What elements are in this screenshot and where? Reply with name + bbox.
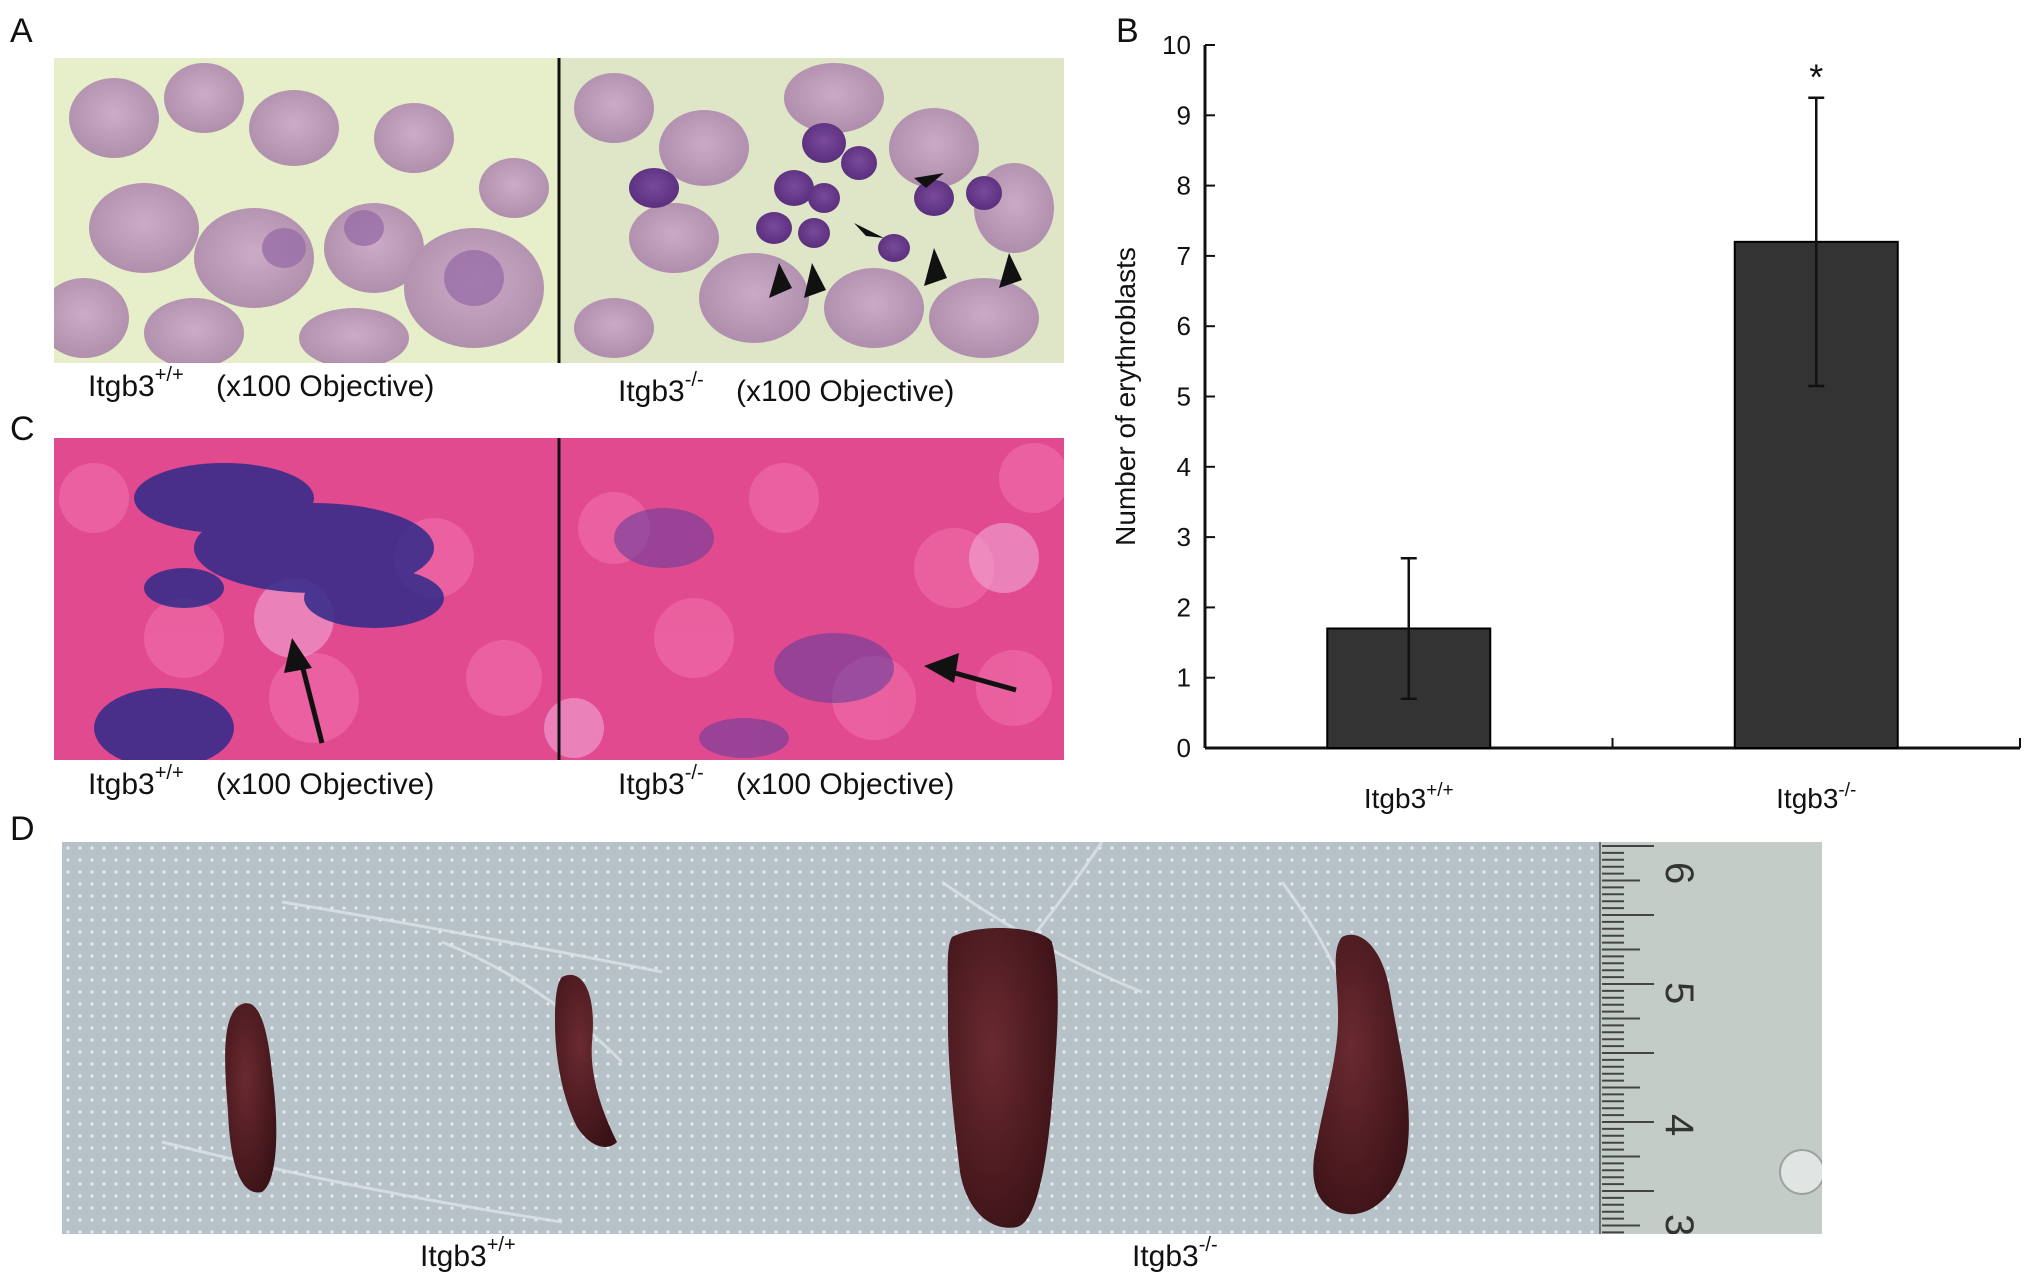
spleen-1 [225, 1003, 277, 1193]
cells-right [574, 63, 1054, 358]
y-tick-label: 8 [1177, 171, 1191, 201]
y-tick-label: 7 [1177, 241, 1191, 271]
arrowhead-icons [769, 173, 1022, 298]
genotype-label: Itgb3 [618, 768, 685, 801]
y-tick-label: 0 [1177, 733, 1191, 763]
magnification-label: (x100 Objective) [216, 370, 435, 403]
genotype-superscript: +/+ [154, 762, 184, 784]
caption-d-right: Itgb3-/- [1132, 1235, 1218, 1274]
y-tick-label: 1 [1177, 663, 1191, 693]
y-tick-label: 10 [1162, 30, 1191, 60]
significance-marker: * [1809, 57, 1823, 98]
mat-background [62, 842, 1822, 1234]
y-tick-label: 4 [1177, 452, 1191, 482]
y-tick-label: 6 [1177, 311, 1191, 341]
y-axis-title: Number of erythroblasts [1110, 247, 1141, 546]
magnification-label: (x100 Objective) [735, 375, 955, 408]
iron-deposits-left [94, 463, 444, 760]
x-tick-label: Itgb3-/- [1776, 780, 1856, 814]
ruler [1599, 842, 1822, 1234]
ruler-labels: 6 5 4 3 [1657, 862, 1701, 1234]
ruler-label-6: 6 [1657, 862, 1701, 884]
y-tick-label: 2 [1177, 592, 1191, 622]
magnification-label: (x100 Objective) [735, 768, 955, 801]
panel-letter-a: A [10, 12, 33, 50]
panel-letter-d: D [10, 810, 35, 848]
caption-c-right: Itgb3-/- (x100 Objective) [618, 763, 955, 802]
genotype-superscript: +/+ [486, 1234, 516, 1256]
panel-letter-c: C [10, 410, 35, 448]
spleen-3 [947, 927, 1058, 1228]
y-tick-label: 5 [1177, 382, 1191, 412]
error-bar [1808, 96, 1825, 388]
genotype-label: Itgb3 [618, 375, 685, 408]
cells-left [54, 63, 549, 363]
spleen-4 [1313, 934, 1409, 1215]
iron-deposits-right [614, 508, 894, 758]
spleen-photo: 6 5 4 3 [62, 842, 1822, 1234]
micrograph-a [54, 58, 1064, 363]
arrow-icons [284, 638, 1017, 744]
genotype-superscript: -/- [1198, 1234, 1218, 1256]
genotype-label: Itgb3 [88, 370, 155, 403]
caption-d-left: Itgb3+/+ [420, 1235, 516, 1274]
ruler-label-4: 4 [1657, 1114, 1701, 1136]
ruler-label-3: 3 [1657, 1214, 1701, 1234]
erythroblast-nuclei-right [629, 123, 1002, 262]
genotype-superscript: -/- [684, 369, 704, 391]
nuclei-left [262, 210, 504, 306]
error-bar [1400, 556, 1417, 701]
spleen-2 [555, 974, 617, 1147]
genotype-label: Itgb3 [420, 1240, 487, 1273]
panel-letter-b: B [1116, 12, 1139, 50]
genotype-superscript: -/- [684, 762, 704, 784]
caption-a-left: Itgb3+/+ (x100 Objective) [88, 365, 435, 404]
erythroblast-bar-chart: 0 1 2 3 4 5 6 7 8 9 10 Itgb3+/+ * Itgb3-/- Number of e… [1110, 30, 2021, 814]
ruler-label-5: 5 [1657, 982, 1701, 1004]
caption-a-right: Itgb3-/- (x100 Objective) [618, 370, 955, 409]
x-tick-label: Itgb3+/+ [1364, 780, 1454, 814]
magnification-label: (x100 Objective) [216, 768, 435, 801]
genotype-superscript: +/+ [154, 364, 184, 386]
caption-c-left: Itgb3+/+ (x100 Objective) [88, 763, 435, 802]
genotype-label: Itgb3 [1132, 1240, 1199, 1273]
y-tick-label: 3 [1177, 522, 1191, 552]
micrograph-c [54, 438, 1064, 760]
y-tick-label: 9 [1177, 100, 1191, 130]
genotype-label: Itgb3 [88, 768, 155, 801]
